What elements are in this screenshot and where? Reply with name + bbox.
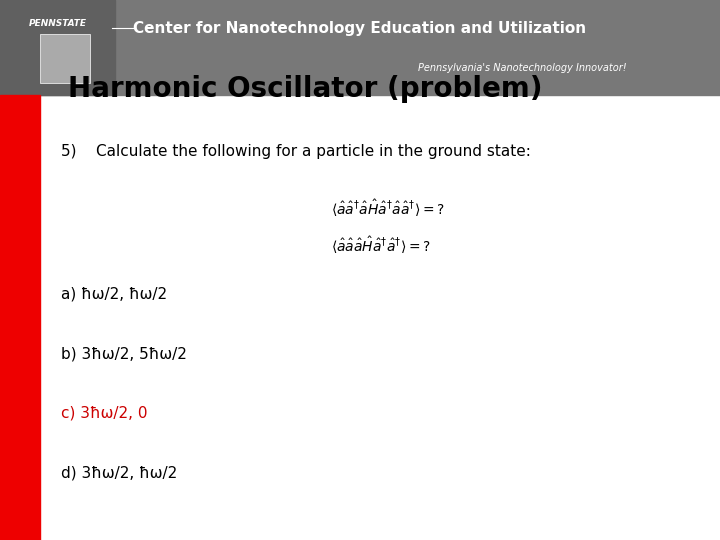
Bar: [0, 0, 115, 94]
Text: PENNSTATE: PENNSTATE: [29, 19, 87, 28]
Text: $\langle \hat{a}\hat{a}\hat{a}\hat{H}\hat{a}^{\dagger}\hat{a}^{\dagger}\rangle =: $\langle \hat{a}\hat{a}\hat{a}\hat{H}\ha…: [331, 235, 431, 256]
Bar: [0, 0, 720, 94]
Text: b) 3ħω/2, 5ħω/2: b) 3ħω/2, 5ħω/2: [61, 346, 187, 361]
Text: Center for Nanotechnology Education and Utilization: Center for Nanotechnology Education and …: [133, 21, 586, 36]
Text: $\langle \hat{a}\hat{a}^{\dagger}\hat{a}\hat{H}\hat{a}^{\dagger}\hat{a}\hat{a}^{: $\langle \hat{a}\hat{a}^{\dagger}\hat{a}…: [331, 197, 445, 219]
Text: c) 3ħω/2, 0: c) 3ħω/2, 0: [61, 406, 148, 421]
Bar: [0, 94, 40, 540]
FancyBboxPatch shape: [40, 34, 90, 83]
Text: a) ħω/2, ħω/2: a) ħω/2, ħω/2: [61, 287, 167, 302]
Text: Pennsylvania's Nanotechnology Innovator!: Pennsylvania's Nanotechnology Innovator!: [418, 63, 626, 73]
Text: 5)    Calculate the following for a particle in the ground state:: 5) Calculate the following for a particl…: [61, 144, 531, 159]
Text: Harmonic Oscillator (problem): Harmonic Oscillator (problem): [68, 75, 543, 103]
Text: d) 3ħω/2, ħω/2: d) 3ħω/2, ħω/2: [61, 465, 177, 480]
